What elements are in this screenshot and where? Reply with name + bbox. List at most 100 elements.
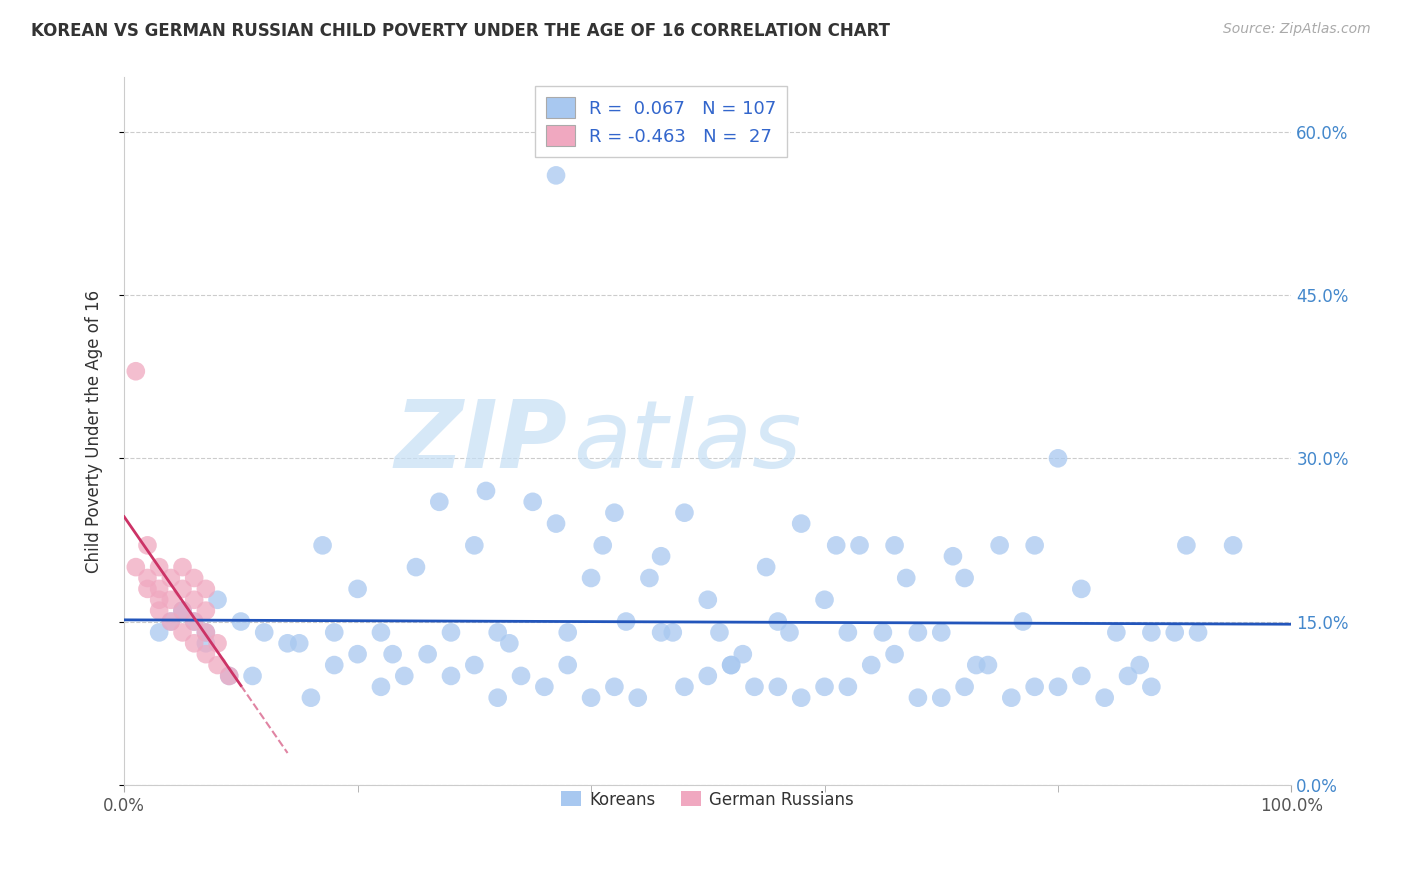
Point — [673, 680, 696, 694]
Point — [696, 669, 718, 683]
Text: atlas: atlas — [574, 396, 801, 487]
Point — [218, 669, 240, 683]
Point — [486, 625, 509, 640]
Point — [942, 549, 965, 564]
Point — [557, 625, 579, 640]
Point — [159, 615, 181, 629]
Point — [194, 625, 217, 640]
Point — [977, 658, 1000, 673]
Point — [323, 625, 346, 640]
Point — [1105, 625, 1128, 640]
Point — [183, 615, 205, 629]
Point — [603, 680, 626, 694]
Text: ZIP: ZIP — [395, 396, 568, 488]
Point — [394, 669, 416, 683]
Point — [194, 647, 217, 661]
Point — [148, 625, 170, 640]
Text: Source: ZipAtlas.com: Source: ZipAtlas.com — [1223, 22, 1371, 37]
Point — [427, 495, 450, 509]
Point — [148, 604, 170, 618]
Point — [929, 690, 952, 705]
Point — [1164, 625, 1187, 640]
Point — [136, 538, 159, 552]
Point — [463, 658, 485, 673]
Point — [159, 571, 181, 585]
Point — [1094, 690, 1116, 705]
Text: KOREAN VS GERMAN RUSSIAN CHILD POVERTY UNDER THE AGE OF 16 CORRELATION CHART: KOREAN VS GERMAN RUSSIAN CHILD POVERTY U… — [31, 22, 890, 40]
Point — [965, 658, 987, 673]
Point — [475, 483, 498, 498]
Point — [370, 625, 392, 640]
Point — [579, 690, 602, 705]
Point — [1140, 625, 1163, 640]
Point — [172, 604, 194, 618]
Point — [1140, 680, 1163, 694]
Point — [650, 549, 672, 564]
Point — [544, 169, 567, 183]
Point — [207, 636, 229, 650]
Point — [194, 582, 217, 596]
Point — [673, 506, 696, 520]
Point — [194, 625, 217, 640]
Point — [614, 615, 637, 629]
Point — [953, 571, 976, 585]
Point — [242, 669, 264, 683]
Point — [183, 615, 205, 629]
Point — [1024, 538, 1046, 552]
Point — [883, 538, 905, 552]
Point — [381, 647, 404, 661]
Point — [440, 669, 463, 683]
Point — [1000, 690, 1022, 705]
Point — [731, 647, 754, 661]
Point — [603, 506, 626, 520]
Point — [148, 592, 170, 607]
Legend: Koreans, German Russians: Koreans, German Russians — [555, 784, 860, 815]
Point — [1012, 615, 1035, 629]
Point — [790, 516, 813, 531]
Point — [510, 669, 533, 683]
Point — [125, 560, 148, 574]
Point — [159, 592, 181, 607]
Point — [1070, 669, 1092, 683]
Point — [253, 625, 276, 640]
Point — [1046, 451, 1069, 466]
Point — [136, 582, 159, 596]
Point — [522, 495, 544, 509]
Point — [544, 516, 567, 531]
Point — [218, 669, 240, 683]
Point — [650, 625, 672, 640]
Point — [346, 647, 368, 661]
Point — [1175, 538, 1198, 552]
Point — [183, 571, 205, 585]
Point — [1187, 625, 1209, 640]
Point — [229, 615, 252, 629]
Point — [1116, 669, 1139, 683]
Point — [463, 538, 485, 552]
Point — [1070, 582, 1092, 596]
Point — [592, 538, 614, 552]
Point — [172, 625, 194, 640]
Point — [533, 680, 555, 694]
Point — [883, 647, 905, 661]
Point — [346, 582, 368, 596]
Point — [907, 625, 929, 640]
Point — [988, 538, 1011, 552]
Point — [720, 658, 742, 673]
Point — [1046, 680, 1069, 694]
Point — [1129, 658, 1152, 673]
Point — [498, 636, 520, 650]
Point — [929, 625, 952, 640]
Point — [696, 592, 718, 607]
Point — [405, 560, 427, 574]
Point — [416, 647, 439, 661]
Point — [440, 625, 463, 640]
Point — [277, 636, 299, 650]
Point — [1024, 680, 1046, 694]
Point — [755, 560, 778, 574]
Point — [813, 592, 835, 607]
Point — [860, 658, 883, 673]
Point — [486, 690, 509, 705]
Point — [172, 604, 194, 618]
Point — [172, 604, 194, 618]
Point — [779, 625, 801, 640]
